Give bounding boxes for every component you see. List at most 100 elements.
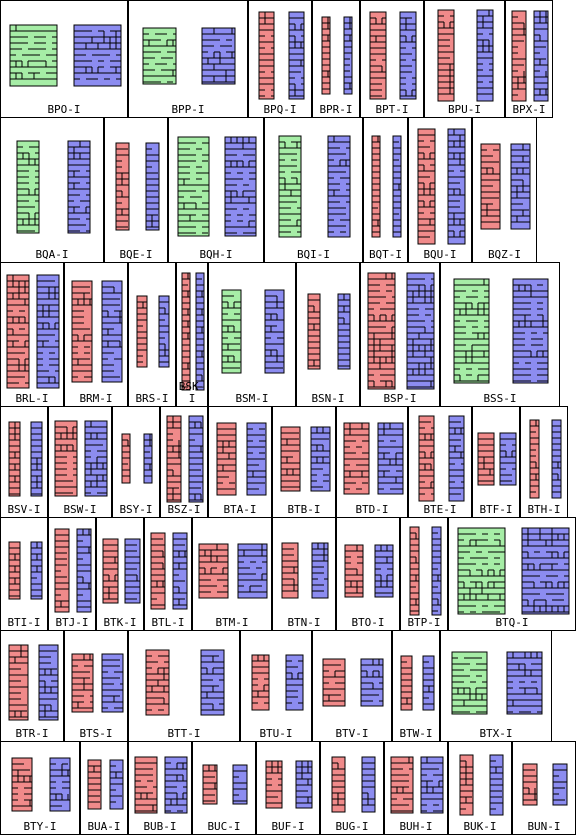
tiling-figure <box>390 756 444 814</box>
tiling-figure <box>134 756 188 814</box>
tiling-right <box>101 653 124 713</box>
tiling-left <box>344 544 364 598</box>
tiling-figure <box>221 289 285 374</box>
tiling-figure <box>11 757 71 812</box>
tiling-figure <box>121 433 153 484</box>
tiling-right <box>232 764 248 805</box>
cell-label: BSY-I <box>119 503 153 516</box>
tiling-figure <box>367 272 435 390</box>
cell-label: BTL-I <box>151 616 185 629</box>
tile-cell-bsw-i: BSW-I <box>48 406 112 518</box>
cell-label: BPP-I <box>171 103 205 116</box>
tiling-figure <box>16 140 91 234</box>
tile-cell-bqi-i: BQI-I <box>264 117 363 263</box>
cell-label: BTU-I <box>259 727 293 740</box>
tiling-figure <box>480 143 531 230</box>
tiling-left <box>145 649 170 716</box>
cell-label: BUH-I <box>399 820 433 833</box>
tiling-figure <box>331 756 376 813</box>
tiling-left <box>87 759 102 810</box>
tiling-left <box>480 143 501 230</box>
tiling-left <box>522 763 538 806</box>
tiling-left <box>367 272 396 390</box>
cell-label: BTP-I <box>407 616 441 629</box>
cell-label: BTR-I <box>15 727 49 740</box>
tiling-figure <box>459 754 504 816</box>
tiling-figure <box>166 415 204 503</box>
cell-label: BSK-I <box>178 380 206 405</box>
cell-label: BUF-I <box>271 820 305 833</box>
tiling-figure <box>344 544 394 598</box>
tiling-right <box>188 415 204 503</box>
tiling-right <box>343 16 353 95</box>
tiling-left <box>216 422 237 496</box>
cell-label: BPQ-I <box>263 103 297 116</box>
tile-cell-bte-i: BTE-I <box>408 406 472 518</box>
tiling-figure <box>418 415 465 502</box>
cell-label: BQI-I <box>296 248 331 261</box>
tiling-figure <box>321 16 353 95</box>
tiling-left <box>343 422 370 495</box>
tiling-right <box>237 543 268 599</box>
tile-cell-btb-i: BTB-I <box>272 406 336 518</box>
tiling-left <box>11 757 33 812</box>
tiling-figure <box>177 136 257 237</box>
tiling-left <box>451 651 488 715</box>
tiling-figure <box>400 655 435 711</box>
tiling-figure <box>115 142 160 231</box>
tiling-figure <box>8 644 59 721</box>
tiling-figure <box>8 421 43 497</box>
tiling-right <box>360 658 384 707</box>
tiling-left <box>202 764 218 805</box>
tile-cell-btk-i: BTK-I <box>96 517 144 631</box>
tiling-left <box>281 542 299 599</box>
cell-label: BUC-I <box>207 820 241 833</box>
tiling-right <box>377 422 404 495</box>
tiling-right <box>200 649 225 716</box>
tile-cell-bqa-i: BQA-I <box>0 117 104 263</box>
tile-cell-bty-i: BTY-I <box>0 741 80 835</box>
tile-cell-bsm-i: BSM-I <box>208 262 296 407</box>
tiling-right <box>552 763 568 806</box>
tiling-right <box>143 433 153 484</box>
tiling-right <box>264 289 285 374</box>
tiling-figure <box>409 526 442 616</box>
tile-cell-btx-i: BTX-I <box>440 630 552 742</box>
cell-label: BQZ-I <box>487 248 522 261</box>
tile-cell-bun-i: BUN-I <box>512 741 576 835</box>
tiling-left <box>529 419 540 499</box>
tiling-right <box>201 27 236 85</box>
cell-label: BUB-I <box>143 820 177 833</box>
cell-label: BTF-I <box>479 503 513 516</box>
tile-cell-bta-i: BTA-I <box>208 406 272 518</box>
cell-label: BTA-I <box>223 503 257 516</box>
cell-label: BPR-I <box>319 103 353 116</box>
tiling-left <box>307 293 321 370</box>
tile-cell-bto-i: BTO-I <box>336 517 400 631</box>
tile-cell-bpt-i: BPT-I <box>360 0 424 118</box>
cell-label: BUK-I <box>463 820 497 833</box>
tiling-right <box>73 24 122 87</box>
tiling-figure <box>477 432 517 486</box>
cell-label: BTE-I <box>423 503 457 516</box>
cell-label: BQT-I <box>368 248 403 261</box>
tiling-left <box>142 27 177 85</box>
cell-label: BTV-I <box>335 727 369 740</box>
tiling-figure <box>511 10 549 102</box>
tiling-left <box>477 432 495 486</box>
tiling-right <box>327 135 351 238</box>
tiling-left <box>437 9 455 102</box>
tiling-left <box>322 658 346 707</box>
cell-label: BUN-I <box>527 820 561 833</box>
tile-cell-bqz-i: BQZ-I <box>472 117 537 263</box>
tiling-right <box>288 11 305 100</box>
tiling-right <box>285 654 304 711</box>
cell-label: BPO-I <box>47 103 81 116</box>
tiling-figure <box>280 426 331 492</box>
tiling-figure <box>265 760 313 809</box>
tiling-right <box>422 655 435 711</box>
cell-label: BQU-I <box>423 248 457 261</box>
tile-cell-bpp-i: BPP-I <box>128 0 248 118</box>
tiling-right <box>224 136 257 237</box>
tiling-figure <box>9 24 122 87</box>
